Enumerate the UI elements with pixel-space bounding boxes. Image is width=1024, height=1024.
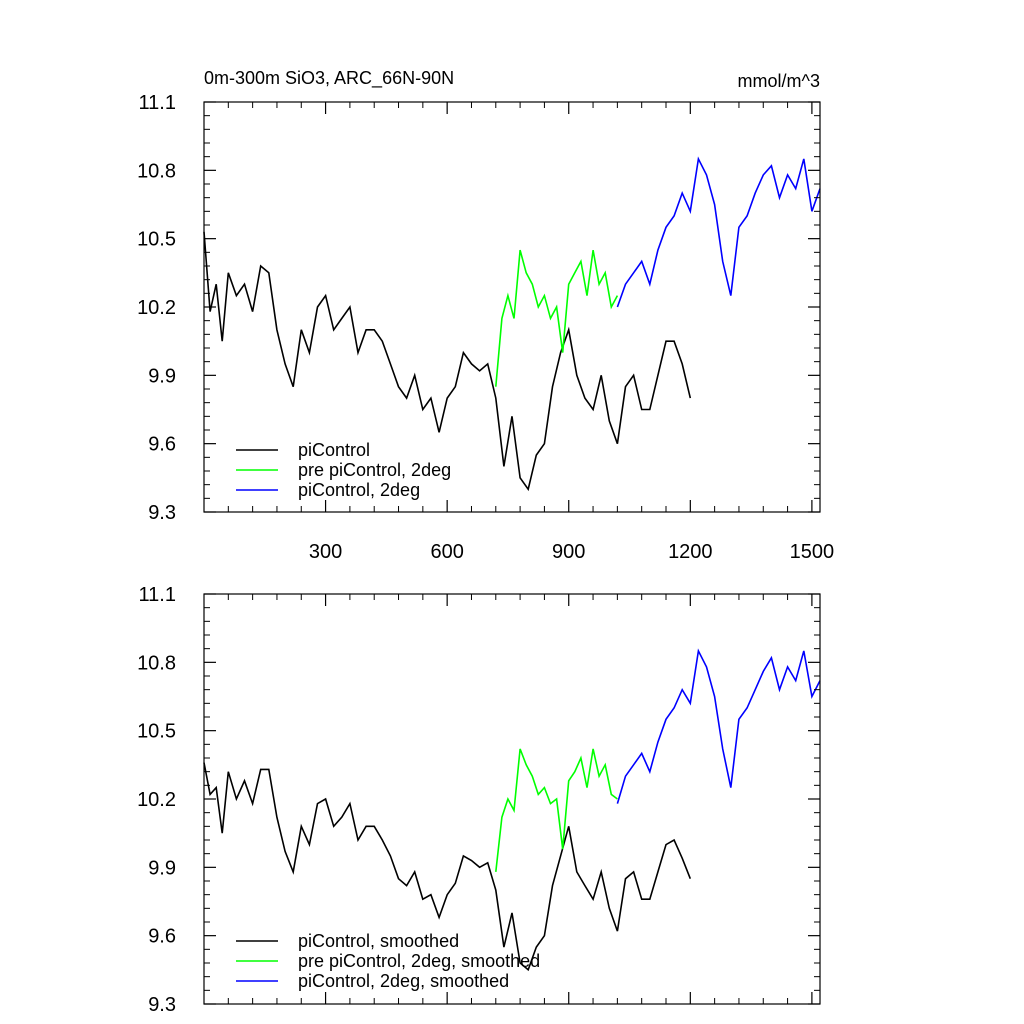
y-tick-label: 9.6 xyxy=(148,926,176,948)
chart-title: 0m-300m SiO3, ARC_66N-90N xyxy=(204,68,454,89)
x-tick-label: 300 xyxy=(309,541,342,563)
y-tick-label: 9.3 xyxy=(148,502,176,524)
x-tick-label: 600 xyxy=(430,541,463,563)
series-group xyxy=(203,156,821,492)
y-tick-label: 10.5 xyxy=(137,229,176,251)
legend-label-2: piControl, 2deg, smoothed xyxy=(298,971,509,991)
x-tick-label: 1500 xyxy=(790,541,835,563)
legend-label-0: piControl xyxy=(298,440,370,460)
legend-label-2: piControl, 2deg xyxy=(298,480,420,500)
y-tick-label: 9.3 xyxy=(148,994,176,1016)
y-tick-label: 10.2 xyxy=(137,297,176,319)
axes: 9.3 9.6 9.9 10.2 10.5 10.8 11.1 300 600 900 1200 15… xyxy=(137,92,834,563)
y-tick-label: 11.1 xyxy=(139,584,176,606)
legend-label-1: pre piControl, 2deg, smoothed xyxy=(298,951,540,971)
y-tick-label: 9.9 xyxy=(148,857,176,879)
plot-frame xyxy=(203,593,821,1005)
series-line-0 xyxy=(203,231,692,492)
y-tick-label: 10.8 xyxy=(137,160,176,182)
series-group xyxy=(203,648,821,972)
y-tick-label: 10.2 xyxy=(137,789,176,811)
units-label: mmol/m^3 xyxy=(738,71,820,91)
series-line-1 xyxy=(495,249,619,387)
plot-frame xyxy=(203,101,821,513)
x-tick-label: 1200 xyxy=(668,541,713,563)
series-line-1 xyxy=(495,748,618,872)
y-tick-label: 9.6 xyxy=(148,434,176,456)
x-tick-label: 900 xyxy=(552,541,585,563)
series-line-2 xyxy=(616,156,821,308)
y-tick-label: 10.8 xyxy=(137,652,176,674)
legend-label-1: pre piControl, 2deg xyxy=(298,460,451,480)
y-tick-label: 10.5 xyxy=(137,721,176,743)
axes: 9.3 9.6 9.9 10.2 10.5 10.8 11.1 xyxy=(137,584,821,1016)
chart-panel-top: 0m-300m SiO3, ARC_66N-90N mmol/m^3 9.39.… xyxy=(137,68,834,563)
y-tick-label: 9.9 xyxy=(148,365,176,387)
series-line-0 xyxy=(203,762,692,972)
chart-panel-bottom: 9.3 9.6 9.9 10.2 10.5 10.8 11.1 piControl, smo… xyxy=(137,584,821,1016)
series-line-2 xyxy=(616,648,821,804)
legend-label-0: piControl, smoothed xyxy=(298,931,459,951)
y-tick-label: 11.1 xyxy=(139,92,176,114)
